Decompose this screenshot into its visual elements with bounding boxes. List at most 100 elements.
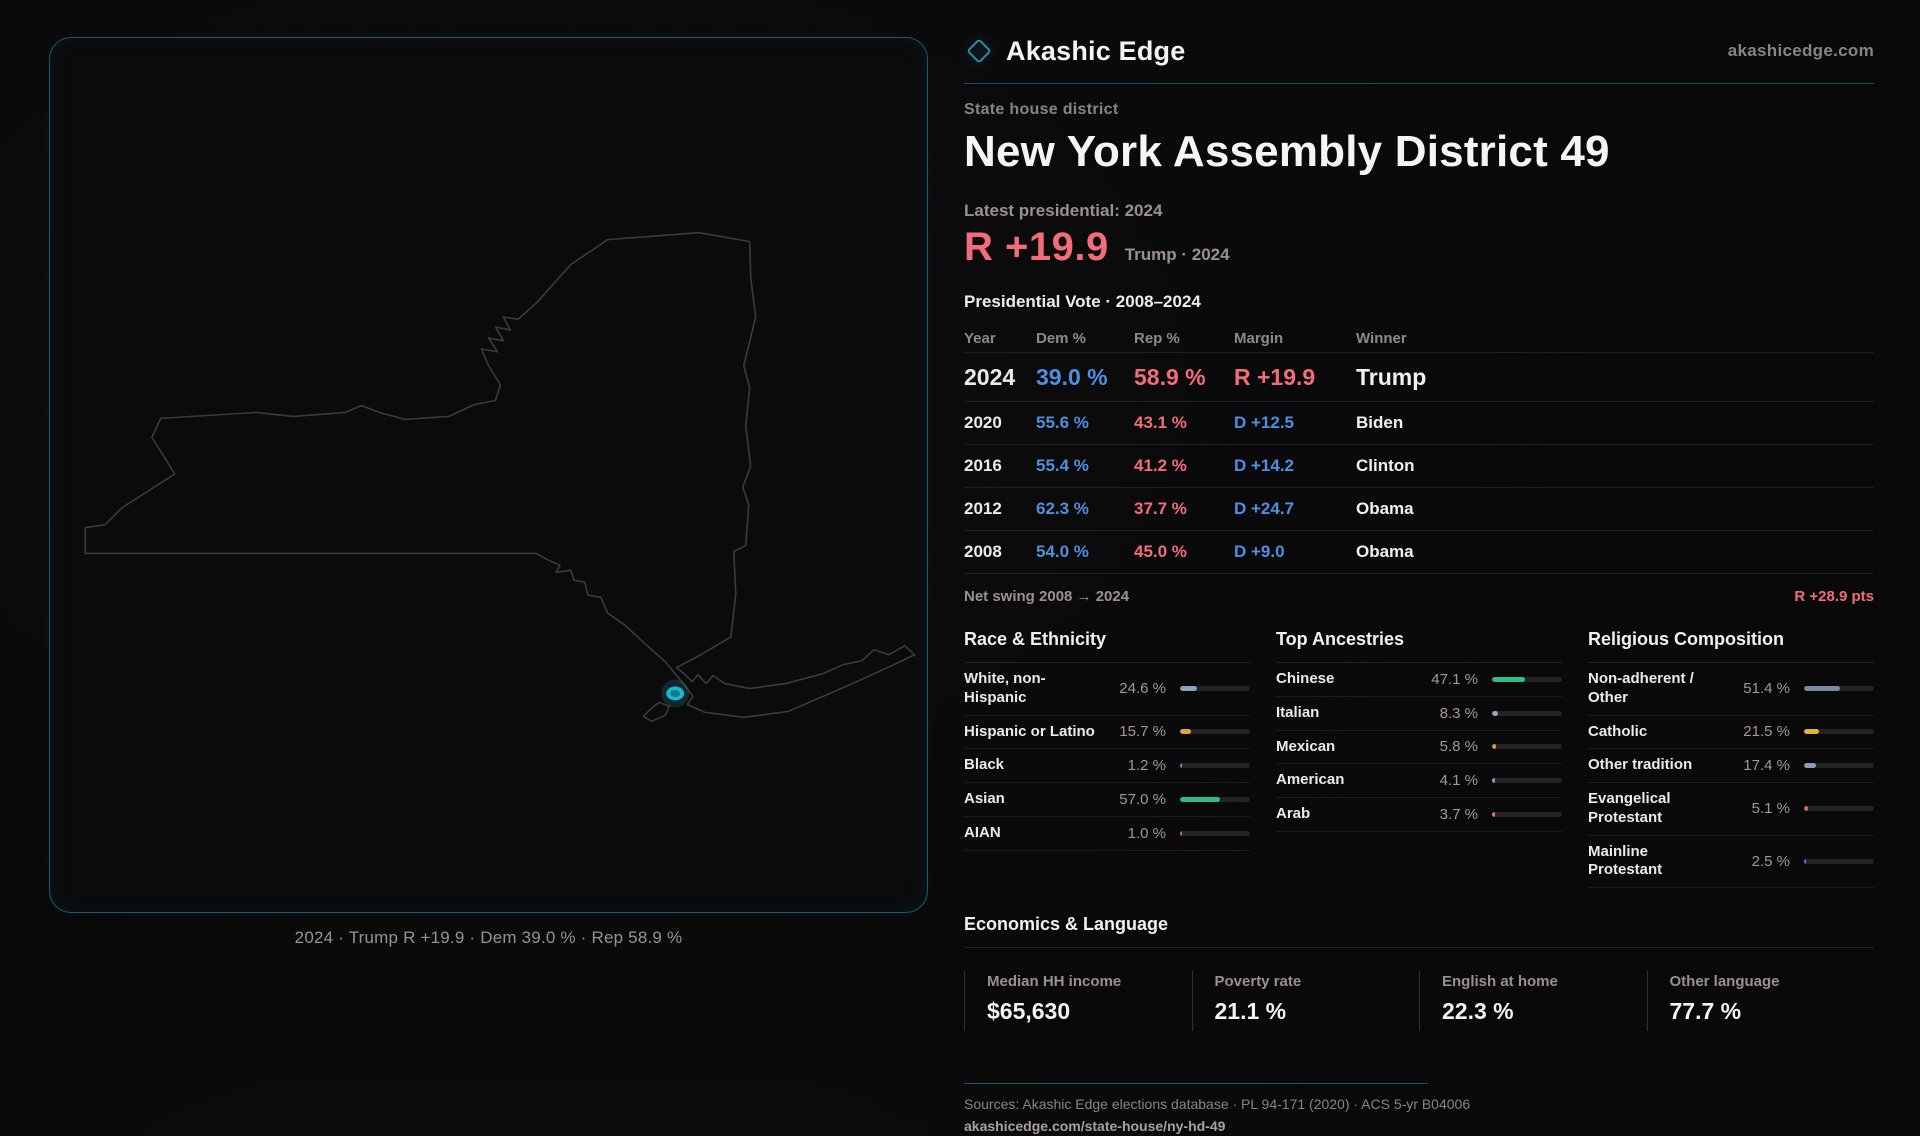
demographic-value: 21.5 % <box>1743 723 1790 741</box>
margin-cell: D +24.7 <box>1234 499 1295 518</box>
row-divider <box>964 530 1874 531</box>
demographic-row: Catholic 21.5 % <box>1588 716 1874 750</box>
sources-line: Sources: Akashic Edge elections database… <box>964 1096 1471 1112</box>
demographic-column-title: Religious Composition <box>1588 629 1874 663</box>
demographic-label: Hispanic or Latino <box>964 722 1095 740</box>
permalink[interactable]: akashicedge.com/state-house/ny-hd-49 <box>964 1118 1226 1134</box>
demographic-label: Mexican <box>1276 737 1336 755</box>
demographic-row: Arab 3.7 % <box>1276 798 1562 832</box>
demographic-bar-track <box>1492 811 1562 817</box>
economics-section: Economics & Language Median HH income $65… <box>964 914 1874 1031</box>
rep-cell: 37.7 % <box>1134 499 1187 518</box>
demographic-column: Race & Ethnicity White, non-Hispanic 24.6 … <box>964 629 1250 888</box>
demographic-value: 1.0 % <box>1127 824 1166 842</box>
margin-cell: D +9.0 <box>1234 542 1285 561</box>
demographic-value: 3.7 % <box>1439 805 1478 823</box>
demographic-bar-track <box>1492 676 1562 682</box>
winner-cell: Biden <box>1356 413 1404 432</box>
margin-cell: D +14.2 <box>1234 456 1295 475</box>
year-cell: 2012 <box>964 499 1002 518</box>
header-divider <box>964 83 1874 84</box>
demographic-label: Italian <box>1276 703 1320 721</box>
demographic-row: Mainline Protestant 2.5 % <box>1588 836 1874 888</box>
demographic-row: White, non-Hispanic 24.6 % <box>964 663 1250 716</box>
demographic-bar-track <box>1804 763 1874 769</box>
demographic-column-title: Race & Ethnicity <box>964 629 1250 663</box>
page-title: New York Assembly District 49 <box>964 127 1610 176</box>
dem-cell: 62.3 % <box>1036 499 1089 518</box>
demographic-row: Hispanic or Latino 15.7 % <box>964 716 1250 750</box>
demographic-row: Non-adherent / Other 51.4 % <box>1588 663 1874 716</box>
dem-cell: 55.4 % <box>1036 456 1089 475</box>
winner-cell: Obama <box>1356 499 1414 518</box>
net-swing-value: R +28.9 pts <box>1794 588 1874 605</box>
winner-cell: Clinton <box>1356 456 1415 475</box>
demographic-row: Black 1.2 % <box>964 749 1250 783</box>
year-cell: 2020 <box>964 413 1002 432</box>
vote-table-title: Presidential Vote · 2008–2024 <box>964 292 1201 311</box>
demographic-bar-track <box>1180 763 1250 769</box>
new-york-state-map <box>84 231 916 723</box>
demographic-column: Religious Composition Non-adherent / Othe… <box>1588 629 1874 888</box>
rep-cell: 43.1 % <box>1134 413 1187 432</box>
vote-table-header: Year Dem % Rep % Margin Winner <box>964 324 1874 352</box>
demographic-bar-track <box>1804 858 1874 864</box>
demographic-bar-track <box>1492 778 1562 784</box>
brand-domain-link[interactable]: akashicedge.com <box>1727 41 1874 60</box>
demographic-row: Asian 57.0 % <box>964 783 1250 817</box>
demographic-value: 24.6 % <box>1119 680 1166 698</box>
year-cell: 2024 <box>964 363 1016 390</box>
demographic-label: Asian <box>964 790 1005 807</box>
margin-cell: R +19.9 <box>1234 363 1316 390</box>
row-divider <box>964 401 1874 402</box>
header: Akashic Edge akashicedge.com <box>964 30 1874 72</box>
demographic-value: 8.3 % <box>1439 704 1478 722</box>
demographic-bar-fill <box>1180 686 1198 692</box>
demographic-value: 17.4 % <box>1743 757 1790 775</box>
demographic-bar-track <box>1492 710 1562 716</box>
demographic-label: Chinese <box>1276 670 1335 687</box>
demographic-row: Other tradition 17.4 % <box>1588 749 1874 783</box>
report-panel: Akashic Edge akashicedge.com State house… <box>964 30 1874 1136</box>
vote-row: 2012 62.3 % 37.7 % D +24.7 Obama <box>964 488 1874 530</box>
row-divider <box>964 573 1874 574</box>
demographic-bar-track <box>1180 830 1250 836</box>
stat-label: Median HH income <box>987 973 1122 990</box>
row-divider <box>964 444 1874 445</box>
stat-label: Poverty rate <box>1214 973 1302 990</box>
demographic-label: AIAN <box>964 823 1001 841</box>
rep-cell: 41.2 % <box>1134 456 1187 475</box>
demographic-value: 47.1 % <box>1431 670 1478 688</box>
economic-stat: Median HH income $65,630 <box>964 970 1192 1031</box>
demographic-value: 5.1 % <box>1751 800 1790 818</box>
demographic-bar-track <box>1180 796 1250 802</box>
rep-cell: 45.0 % <box>1134 542 1187 561</box>
staten-island-outline <box>642 701 671 723</box>
stat-label: Other language <box>1669 973 1780 990</box>
dem-cell: 55.6 % <box>1036 413 1089 432</box>
demographic-label: Black <box>964 756 1005 774</box>
demographic-value: 5.8 % <box>1439 738 1478 756</box>
row-divider <box>964 352 1874 353</box>
demographic-row: AIAN 1.0 % <box>964 817 1250 851</box>
brand-name: Akashic Edge <box>1006 35 1186 66</box>
demographic-bar-track <box>1180 729 1250 735</box>
demographic-label: Arab <box>1276 805 1311 822</box>
demographic-label: White, non-Hispanic <box>964 670 1046 706</box>
demographic-bar-track <box>1804 806 1874 812</box>
demographic-row: Italian 8.3 % <box>1276 697 1562 731</box>
demographic-label: Other tradition <box>1588 756 1693 774</box>
stat-value: 77.7 % <box>1669 998 1742 1024</box>
demographic-row: Mexican 5.8 % <box>1276 731 1562 765</box>
column-header: Rep % <box>1134 329 1180 347</box>
demographic-bar-fill <box>1180 763 1182 769</box>
demographic-bar-fill <box>1180 830 1182 836</box>
row-divider <box>964 487 1874 488</box>
demographic-row: Chinese 47.1 % <box>1276 663 1562 697</box>
map-section: 2024 · Trump R +19.9 · Dem 39.0 % · Rep … <box>49 37 928 948</box>
rep-cell: 58.9 % <box>1134 363 1206 390</box>
demographic-row: Evangelical Protestant 5.1 % <box>1588 783 1874 836</box>
net-swing-row: Net swing 2008 → 2024 R +28.9 pts <box>964 588 1874 605</box>
winner-cell: Obama <box>1356 542 1414 561</box>
dem-cell: 39.0 % <box>1036 363 1108 390</box>
